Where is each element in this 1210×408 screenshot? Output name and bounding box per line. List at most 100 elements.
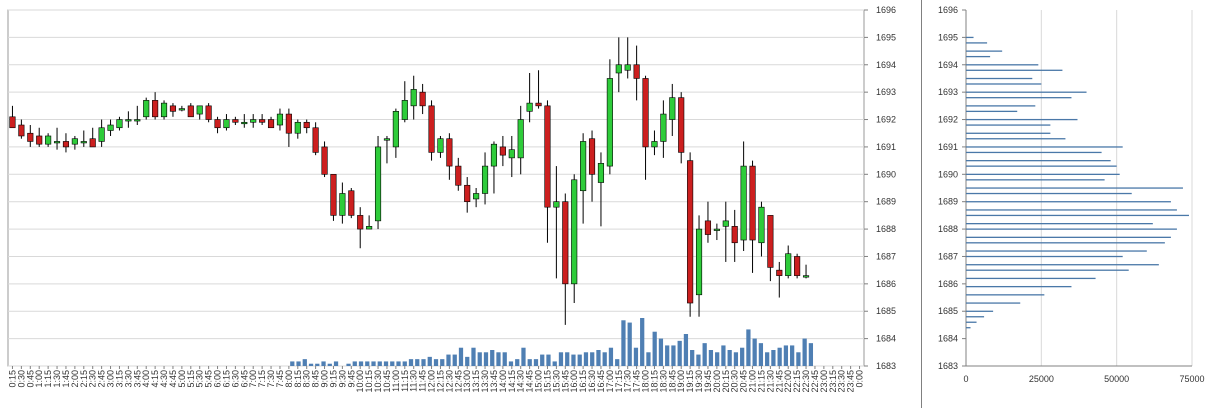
volume-bar <box>596 350 601 366</box>
profile-bar <box>966 105 1036 107</box>
volume-bar <box>408 359 414 366</box>
time-tick-label: 5:45 <box>204 370 214 388</box>
time-tick-label: 18:30 <box>658 370 668 393</box>
candle-body <box>517 119 524 159</box>
candle-body <box>36 135 43 145</box>
candle-body <box>89 138 96 148</box>
profile-bar <box>966 228 1177 230</box>
time-tick-label: 23:30 <box>837 370 847 393</box>
profile-bar <box>966 138 1066 140</box>
price-tick-label: 1684 <box>876 334 896 344</box>
candle-body <box>152 100 159 118</box>
volume-bar <box>677 340 682 366</box>
time-tick-label: 5:00 <box>177 370 187 388</box>
candle-body <box>758 206 765 244</box>
volume-bar <box>577 354 582 366</box>
candle-body <box>303 121 310 129</box>
time-tick-label: 12:30 <box>444 370 454 393</box>
candle-body <box>98 127 105 142</box>
time-tick-label: 9:30 <box>337 370 347 388</box>
volume-bar <box>702 343 707 366</box>
volume-bar <box>558 352 564 366</box>
time-tick-label: 15:30 <box>551 370 561 393</box>
candlestick-chart: 1696 1695 1694 1693 1692 1691 1690 1689 1688 1687… <box>7 5 896 393</box>
candle-body <box>678 97 685 153</box>
volume-bar <box>308 363 314 366</box>
candle-body <box>294 121 301 134</box>
volume-bar <box>402 361 407 366</box>
price-tick-label: 1691 <box>876 142 896 152</box>
volume-bar <box>640 318 645 366</box>
profile-x-tick-label: 0 <box>963 374 968 384</box>
time-tick-label: 16:45 <box>596 370 606 393</box>
profile-bar <box>966 151 1102 154</box>
profile-bar <box>966 242 1165 244</box>
volume-bar <box>377 361 382 366</box>
profile-bar <box>966 36 974 39</box>
profile-price-tick-label: 1693 <box>938 87 958 97</box>
profile-bar <box>966 110 1018 113</box>
price-tick-label: 1688 <box>876 224 896 234</box>
candle-body <box>606 78 613 167</box>
time-tick-label: 13:15 <box>471 370 481 393</box>
profile-bar <box>966 77 1033 80</box>
candle-body <box>285 113 292 134</box>
candle-body <box>348 190 355 216</box>
profile-bar <box>966 269 1129 271</box>
time-tick-label: 16:15 <box>578 370 588 393</box>
volume-bar <box>533 359 539 366</box>
volume-bar <box>590 352 595 366</box>
candle-body <box>615 64 622 74</box>
candle-body <box>80 141 87 144</box>
time-tick-label: 22:45 <box>810 370 820 393</box>
volume-bar <box>452 354 457 366</box>
candle-body <box>241 121 248 125</box>
volume-bar <box>583 352 589 366</box>
candle-body <box>464 184 471 202</box>
time-tick-label: 14:45 <box>525 370 535 393</box>
time-tick-label: 8:30 <box>302 370 312 388</box>
volume-bar <box>333 361 339 366</box>
profile-x-tick-label: 25000 <box>1029 374 1054 384</box>
volume-bar <box>390 361 395 366</box>
volume-bar <box>290 361 295 366</box>
volume-bar <box>571 354 576 366</box>
volume-bar <box>302 359 307 366</box>
time-tick-label: 13:30 <box>480 370 490 393</box>
price-tick-label: 1693 <box>876 87 896 97</box>
time-tick-label: 3:15 <box>114 370 124 388</box>
volume-bar <box>552 361 557 366</box>
time-tick-label: 19:30 <box>694 370 704 393</box>
volume-bar <box>790 345 795 366</box>
volume-bar <box>752 338 757 366</box>
profile-bar <box>966 255 1123 258</box>
candle-body <box>749 165 756 241</box>
time-tick-label: 20:15 <box>721 370 731 393</box>
volume-bar <box>496 352 501 366</box>
volume-bar <box>415 359 420 366</box>
time-tick-label: 1:45 <box>61 370 71 388</box>
time-tick-label: 16:00 <box>569 370 579 393</box>
volume-bar <box>740 347 745 366</box>
candle-body <box>267 119 275 129</box>
profile-bar <box>966 285 1072 288</box>
time-tick-label: 7:00 <box>248 370 258 388</box>
candle-body <box>259 119 266 123</box>
time-tick-label: 8:45 <box>311 370 321 388</box>
candle-body <box>695 228 703 296</box>
volume-bar <box>671 345 676 366</box>
time-tick-label: 20:45 <box>739 370 749 393</box>
time-tick-label: 9:15 <box>328 370 338 388</box>
profile-bar <box>966 146 1123 148</box>
candle-body <box>27 132 34 142</box>
candle-body <box>767 215 774 268</box>
candle-body <box>562 201 569 285</box>
candle-body <box>446 138 453 167</box>
profile-bar <box>966 55 991 58</box>
volume-bar <box>808 343 814 366</box>
profile-price-tick-label: 1688 <box>938 224 958 234</box>
time-tick-label: 21:00 <box>748 370 758 393</box>
profile-bar <box>966 264 1159 266</box>
volume-bar <box>783 345 789 366</box>
time-tick-label: 3:45 <box>132 370 142 388</box>
